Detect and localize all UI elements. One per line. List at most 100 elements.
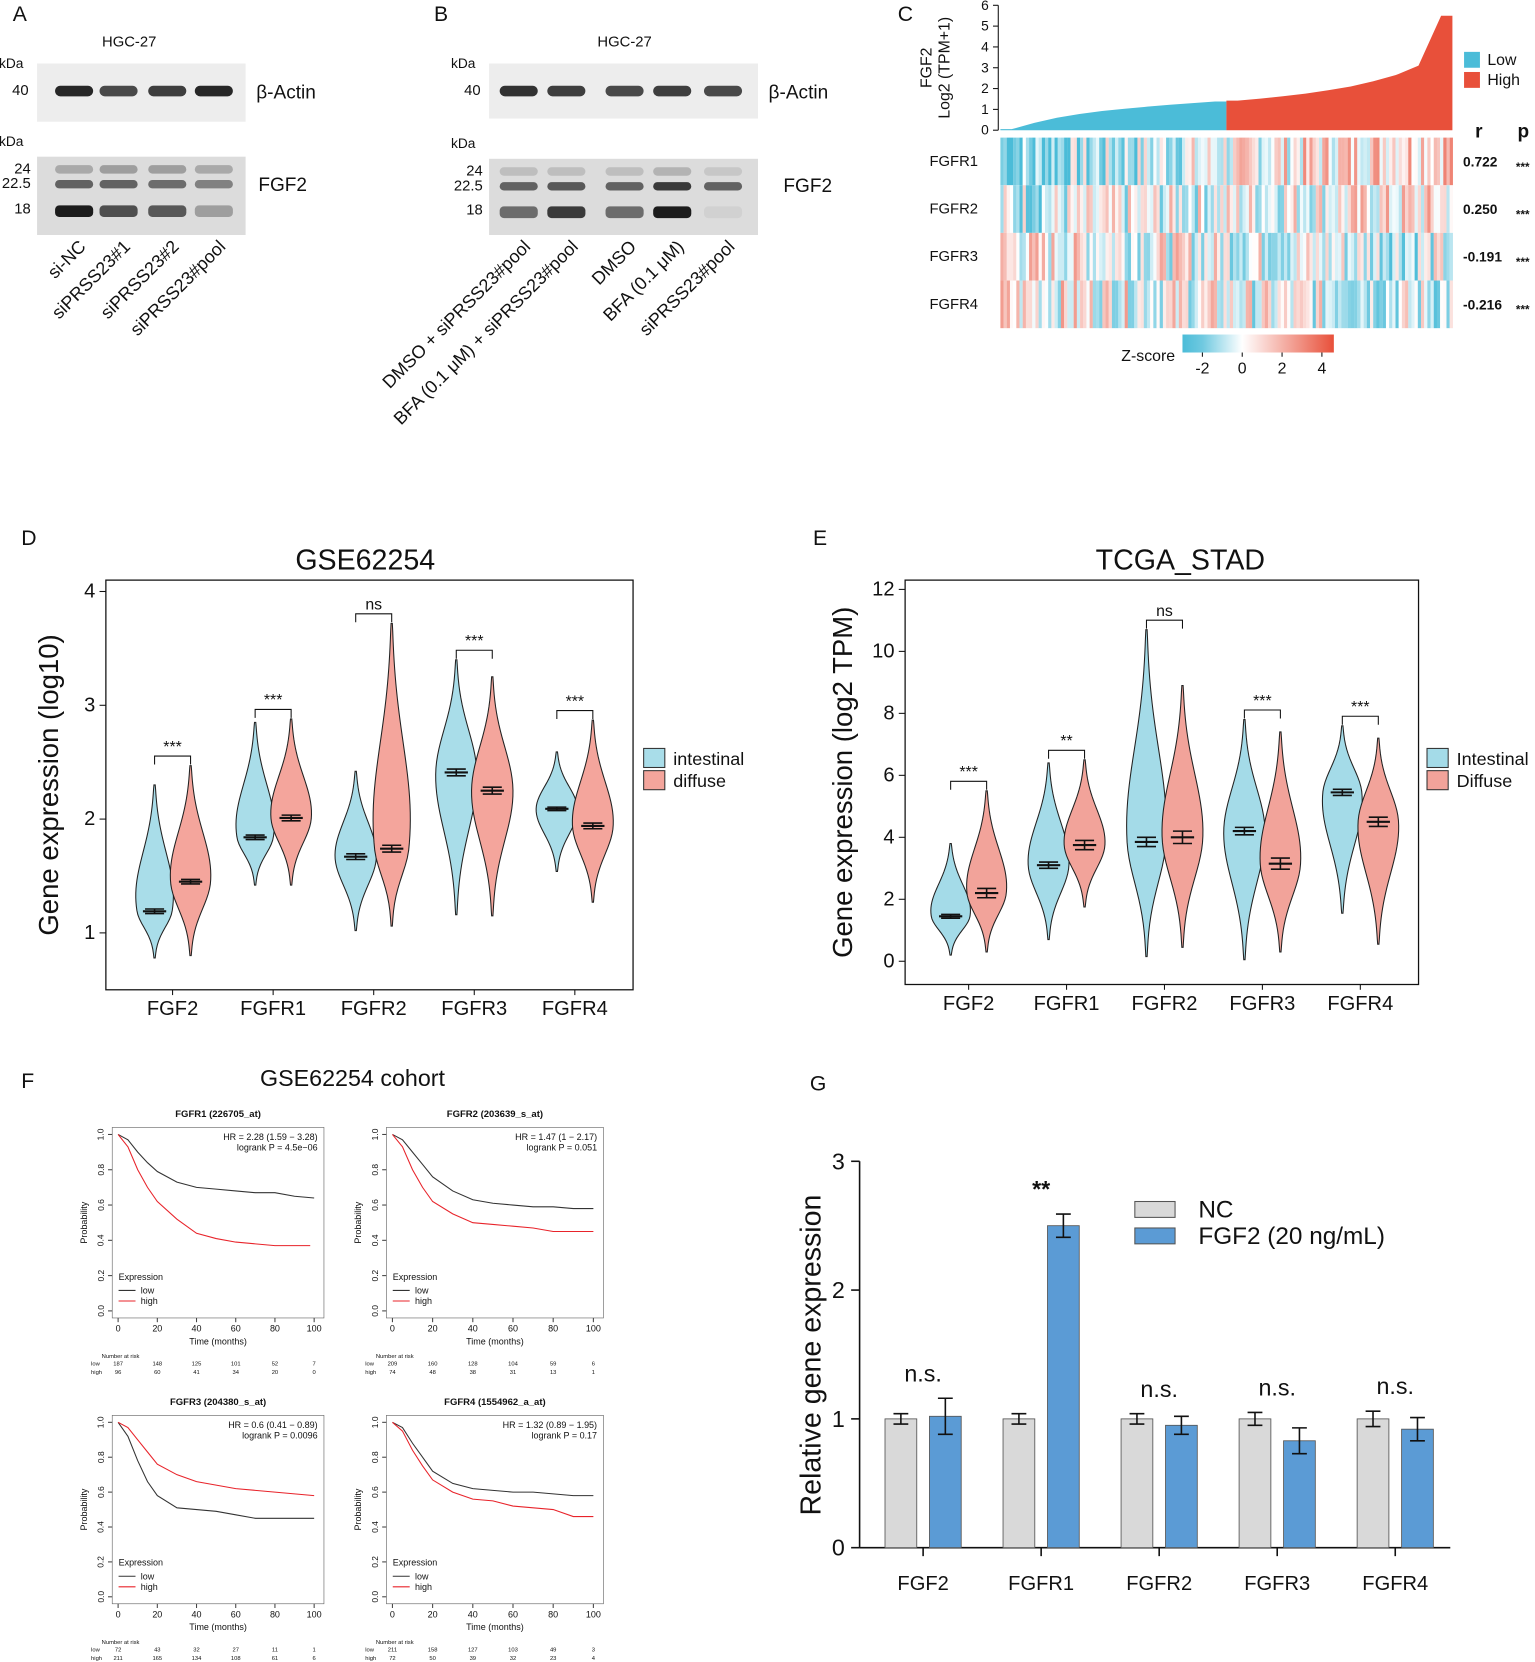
- heatmap-cell: [1385, 185, 1390, 233]
- heatmap-cell: [1242, 232, 1246, 281]
- heatmap-cell: [1089, 280, 1093, 329]
- heatmap-cell: [1427, 137, 1431, 186]
- y-tick-label: 0: [883, 950, 894, 972]
- y-tick-label: 0.4: [370, 1521, 380, 1533]
- heatmap-cell: [1274, 185, 1278, 233]
- plot-frame: [386, 1127, 604, 1319]
- lane-label: siPRSS23#pool: [635, 236, 738, 339]
- y-tick-label: 0.4: [96, 1521, 106, 1533]
- heatmap-cell: [1150, 280, 1154, 329]
- heatmap-cell: [1131, 232, 1135, 281]
- stat-label: logrank P = 0.0096: [242, 1431, 318, 1441]
- heatmap-cell: [1354, 280, 1358, 329]
- y-tick-label: 0.4: [96, 1234, 106, 1246]
- heatmap-cell: [1376, 185, 1380, 233]
- risk-count: 43: [154, 1647, 160, 1653]
- plot-frame: [386, 1415, 604, 1605]
- risk-count: 1: [592, 1370, 595, 1376]
- heatmap-cell: [1264, 232, 1269, 281]
- heatmap-row: [1000, 137, 1453, 186]
- heatmap-cell: [1153, 185, 1157, 233]
- heatmap-cell: [1182, 232, 1186, 281]
- chart-title: GSE62254: [295, 545, 435, 577]
- stat-label: HR = 1.32 (0.89 − 1.95): [503, 1420, 597, 1430]
- chart-title: TCGA_STAD: [1096, 545, 1265, 577]
- error-bar: [1055, 1213, 1071, 1239]
- stat-label: HR = 0.6 (0.41 − 0.89): [228, 1420, 317, 1430]
- heatmap-cell: [1248, 185, 1253, 233]
- heatmap-cell: [1188, 137, 1192, 186]
- column-header: p: [1518, 122, 1530, 143]
- heatmap-cell: [1108, 232, 1113, 281]
- heatmap-cell: [1379, 185, 1383, 233]
- heatmap-cell: [1245, 185, 1250, 233]
- violin: [1321, 725, 1363, 914]
- violin: [1259, 731, 1302, 953]
- error-bar: [1136, 836, 1157, 848]
- heatmap-cell: [1131, 280, 1135, 329]
- heatmap-cell: [1357, 280, 1361, 329]
- x-tick-label: 100: [586, 1324, 601, 1334]
- risk-count: 52: [272, 1362, 278, 1368]
- significance-bracket: [254, 708, 292, 718]
- risk-row-label: high: [365, 1370, 376, 1376]
- heatmap-cell: [1350, 185, 1355, 233]
- heatmap-cell: [1175, 232, 1179, 281]
- x-tick-label: 20: [152, 1610, 162, 1620]
- heatmap-cell: [1274, 137, 1278, 186]
- heatmap-cell: [1146, 137, 1151, 186]
- risk-count: 211: [388, 1647, 397, 1653]
- x-tick-label: 0: [116, 1610, 121, 1620]
- heatmap-cell: [1255, 232, 1259, 281]
- heatmap-cell: [1325, 232, 1329, 281]
- x-tick-label: FGFR1: [240, 998, 306, 1020]
- heatmap-cell: [1022, 280, 1026, 329]
- heatmap-cell: [1051, 280, 1055, 329]
- heatmap-cell: [1124, 232, 1128, 281]
- heatmap-cell: [1424, 232, 1428, 281]
- heatmap-cell: [1118, 137, 1122, 186]
- heatmap-cell: [1414, 232, 1418, 281]
- heatmap-cell: [1127, 137, 1132, 186]
- y-tick-label: 3: [981, 60, 989, 75]
- violin: [535, 751, 579, 872]
- y-tick-label: 0.0: [370, 1305, 380, 1317]
- heatmap-cell: [1280, 280, 1285, 329]
- risk-count: 6: [313, 1656, 316, 1662]
- heatmap-cell: [1191, 280, 1195, 329]
- heatmap-cell: [1213, 280, 1218, 329]
- r-value: 0.250: [1463, 202, 1498, 217]
- legend-label: high: [141, 1582, 158, 1592]
- heatmap-cell: [1417, 280, 1422, 329]
- survival-curve: [392, 1134, 594, 1233]
- heatmap-cell: [1436, 185, 1441, 233]
- risk-count: 49: [550, 1647, 556, 1653]
- colorbar: [1182, 334, 1334, 353]
- heatmap-cell: [1025, 137, 1030, 186]
- heatmap-cell: [1363, 137, 1367, 186]
- y-tick-label: 4: [84, 580, 95, 602]
- heatmap-cell: [1060, 280, 1065, 329]
- violin: [1357, 737, 1400, 945]
- significance-bracket: [1341, 715, 1379, 725]
- kda-label: kDa: [451, 56, 476, 71]
- heatmap-cell: [1102, 232, 1106, 281]
- x-tick-label: 20: [152, 1324, 162, 1334]
- risk-count: 158: [428, 1647, 438, 1653]
- heatmap-cell: [1115, 280, 1119, 329]
- heatmap-cell: [1057, 280, 1062, 329]
- heatmap-cell: [1430, 137, 1434, 186]
- heatmap-cell: [1022, 185, 1026, 233]
- x-tick-label: 80: [548, 1610, 558, 1620]
- heatmap-cell: [1328, 137, 1332, 186]
- heatmap-cell: [1370, 232, 1374, 281]
- panel-label: B: [434, 3, 448, 26]
- x-tick-label: 0: [390, 1610, 395, 1620]
- heatmap-cell: [1073, 280, 1077, 329]
- y-tick-label: 0: [981, 123, 989, 138]
- heatmap-cell: [1252, 232, 1256, 281]
- heatmap-cell: [1446, 232, 1450, 281]
- significance-bracket: [1048, 749, 1086, 759]
